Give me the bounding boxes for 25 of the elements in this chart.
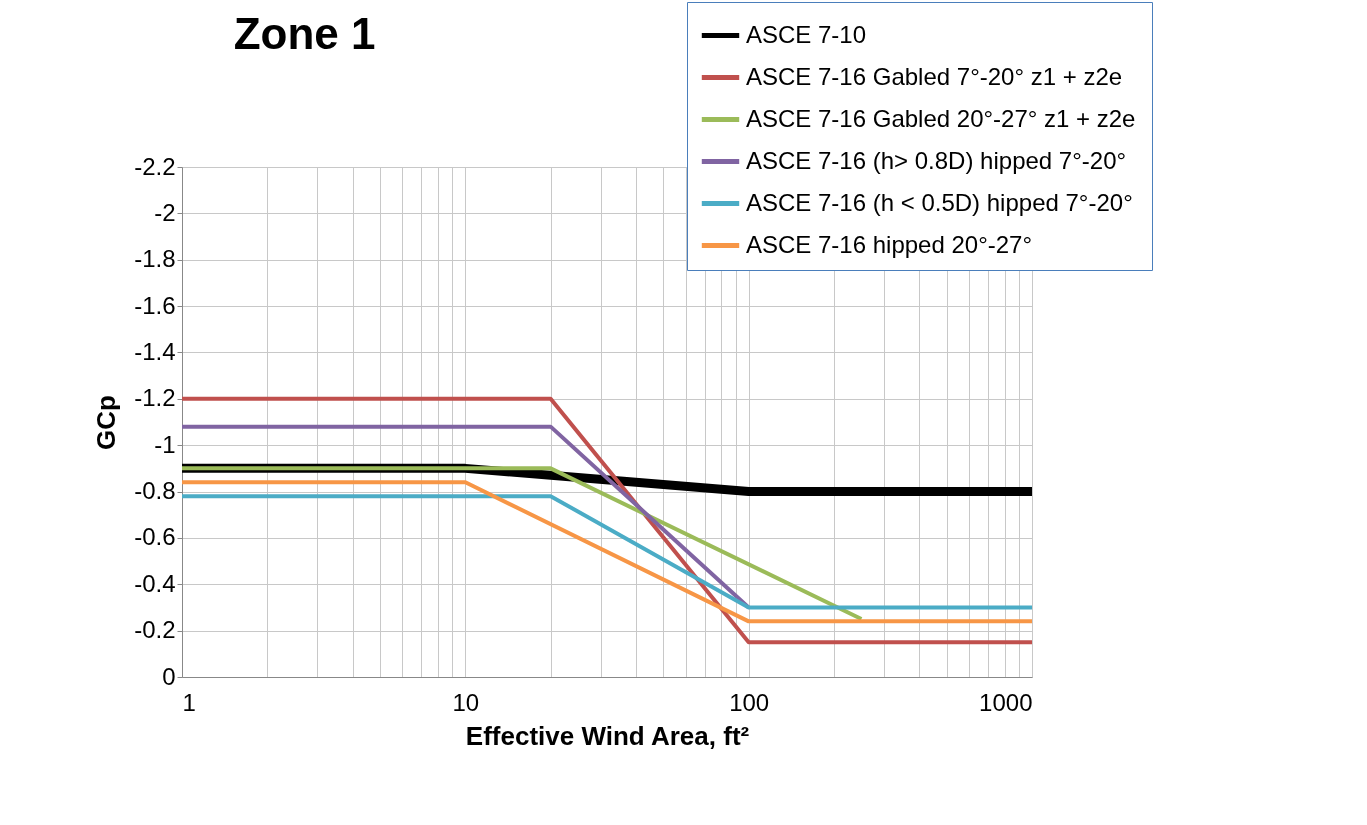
chart-title: Zone 1: [233, 8, 376, 58]
legend-label: ASCE 7-16 (h < 0.5D) hipped 7°-20°: [746, 188, 1133, 216]
y-tick-label: -0.8: [134, 477, 176, 505]
legend-label: ASCE 7-16 Gabled 7°-20° z1 + z2e: [746, 62, 1123, 90]
y-tick-label: -1.8: [134, 245, 176, 273]
y-tick-label: -1.4: [134, 337, 176, 365]
y-tick-label: -0.4: [134, 569, 176, 597]
legend-label: ASCE 7-16 hipped 20°-27°: [746, 230, 1033, 258]
x-tick-label: 10: [452, 688, 480, 716]
y-tick-label: -0.6: [134, 523, 176, 551]
y-tick-label: -2.2: [134, 152, 176, 180]
y-tick-label: -0.2: [134, 616, 176, 644]
y-tick-label: 0: [162, 662, 176, 690]
legend-label: ASCE 7-16 (h> 0.8D) hipped 7°-20°: [746, 146, 1127, 174]
y-tick-label: -1: [154, 430, 176, 458]
x-axis-title: Effective Wind Area, ft²: [465, 720, 750, 751]
legend-label: ASCE 7-10: [746, 20, 867, 48]
y-axis-title: GCp: [91, 395, 122, 450]
y-tick-label: -1.2: [134, 384, 176, 412]
x-tick-label: 1: [182, 688, 196, 716]
x-tick-label: 1000: [979, 688, 1033, 716]
legend-label: ASCE 7-16 Gabled 20°-27° z1 + z2e: [746, 104, 1136, 132]
y-tick-label: -2: [154, 198, 176, 226]
x-tick-label: 100: [729, 688, 770, 716]
y-tick-label: -1.6: [134, 291, 176, 319]
